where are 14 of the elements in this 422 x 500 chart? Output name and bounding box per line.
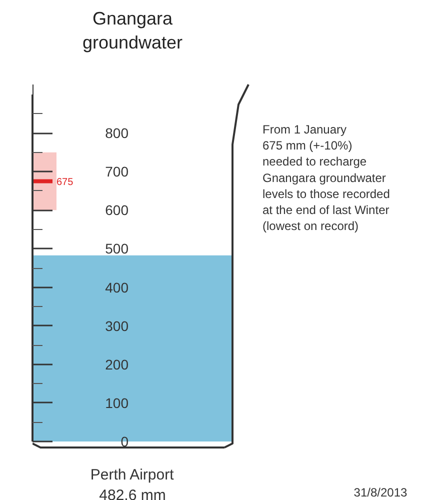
y-tick-label: 100 bbox=[105, 394, 129, 411]
ref-line-label: 675 bbox=[56, 176, 74, 188]
y-tick-label: 200 bbox=[105, 356, 129, 372]
text: 31/8/2013 bbox=[354, 486, 408, 500]
chart-title: Gnangara groundwater bbox=[82, 8, 183, 52]
y-tick-label: 700 bbox=[105, 164, 129, 180]
data-label: 482.6 mm bbox=[99, 486, 166, 500]
y-tick-label: 500 bbox=[105, 240, 129, 257]
text: From 1 January 675 mm (+-10%) needed to recharge Gnangara groundwater levels to those recorded at the end of last Winter (lowest on record) bbox=[262, 122, 390, 234]
x-tick-label: Perth Airport bbox=[90, 466, 175, 484]
y-tick-label: 800 bbox=[105, 125, 129, 142]
y-tick-label: 600 bbox=[105, 202, 129, 218]
y-tick-label: 300 bbox=[105, 318, 129, 334]
y-tick-label: 400 bbox=[105, 279, 129, 296]
